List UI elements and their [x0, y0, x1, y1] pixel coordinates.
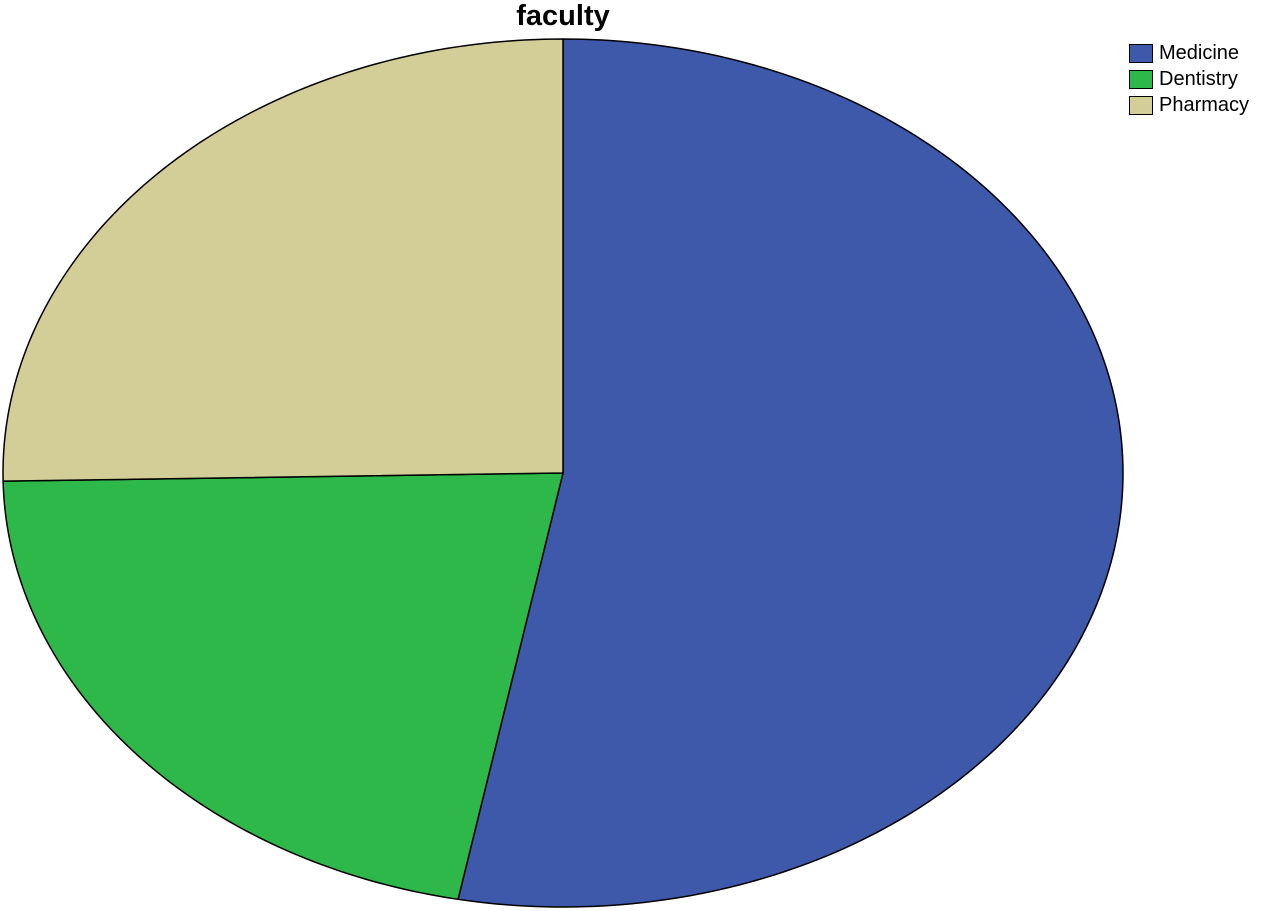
legend-swatch-dentistry — [1129, 69, 1153, 89]
legend-label-dentistry: Dentistry — [1159, 68, 1238, 90]
pie-slice-dentistry — [2, 472, 564, 901]
legend-label-medicine: Medicine — [1159, 42, 1240, 64]
legend-label-pharmacy: Pharmacy — [1159, 94, 1250, 116]
legend-item-dentistry: Dentistry — [1129, 66, 1249, 92]
legend-item-medicine: Medicine — [1129, 40, 1249, 66]
legend-item-pharmacy: Pharmacy — [1129, 92, 1249, 118]
pie-slices — [2, 38, 1124, 908]
legend-swatch-medicine — [1129, 43, 1153, 63]
pie-slice-pharmacy — [2, 38, 564, 482]
chart-title: faculty — [516, 0, 610, 32]
pie-slice-medicine — [457, 38, 1124, 908]
legend: Medicine Dentistry Pharmacy — [1129, 40, 1249, 118]
legend-swatch-pharmacy — [1129, 95, 1153, 115]
